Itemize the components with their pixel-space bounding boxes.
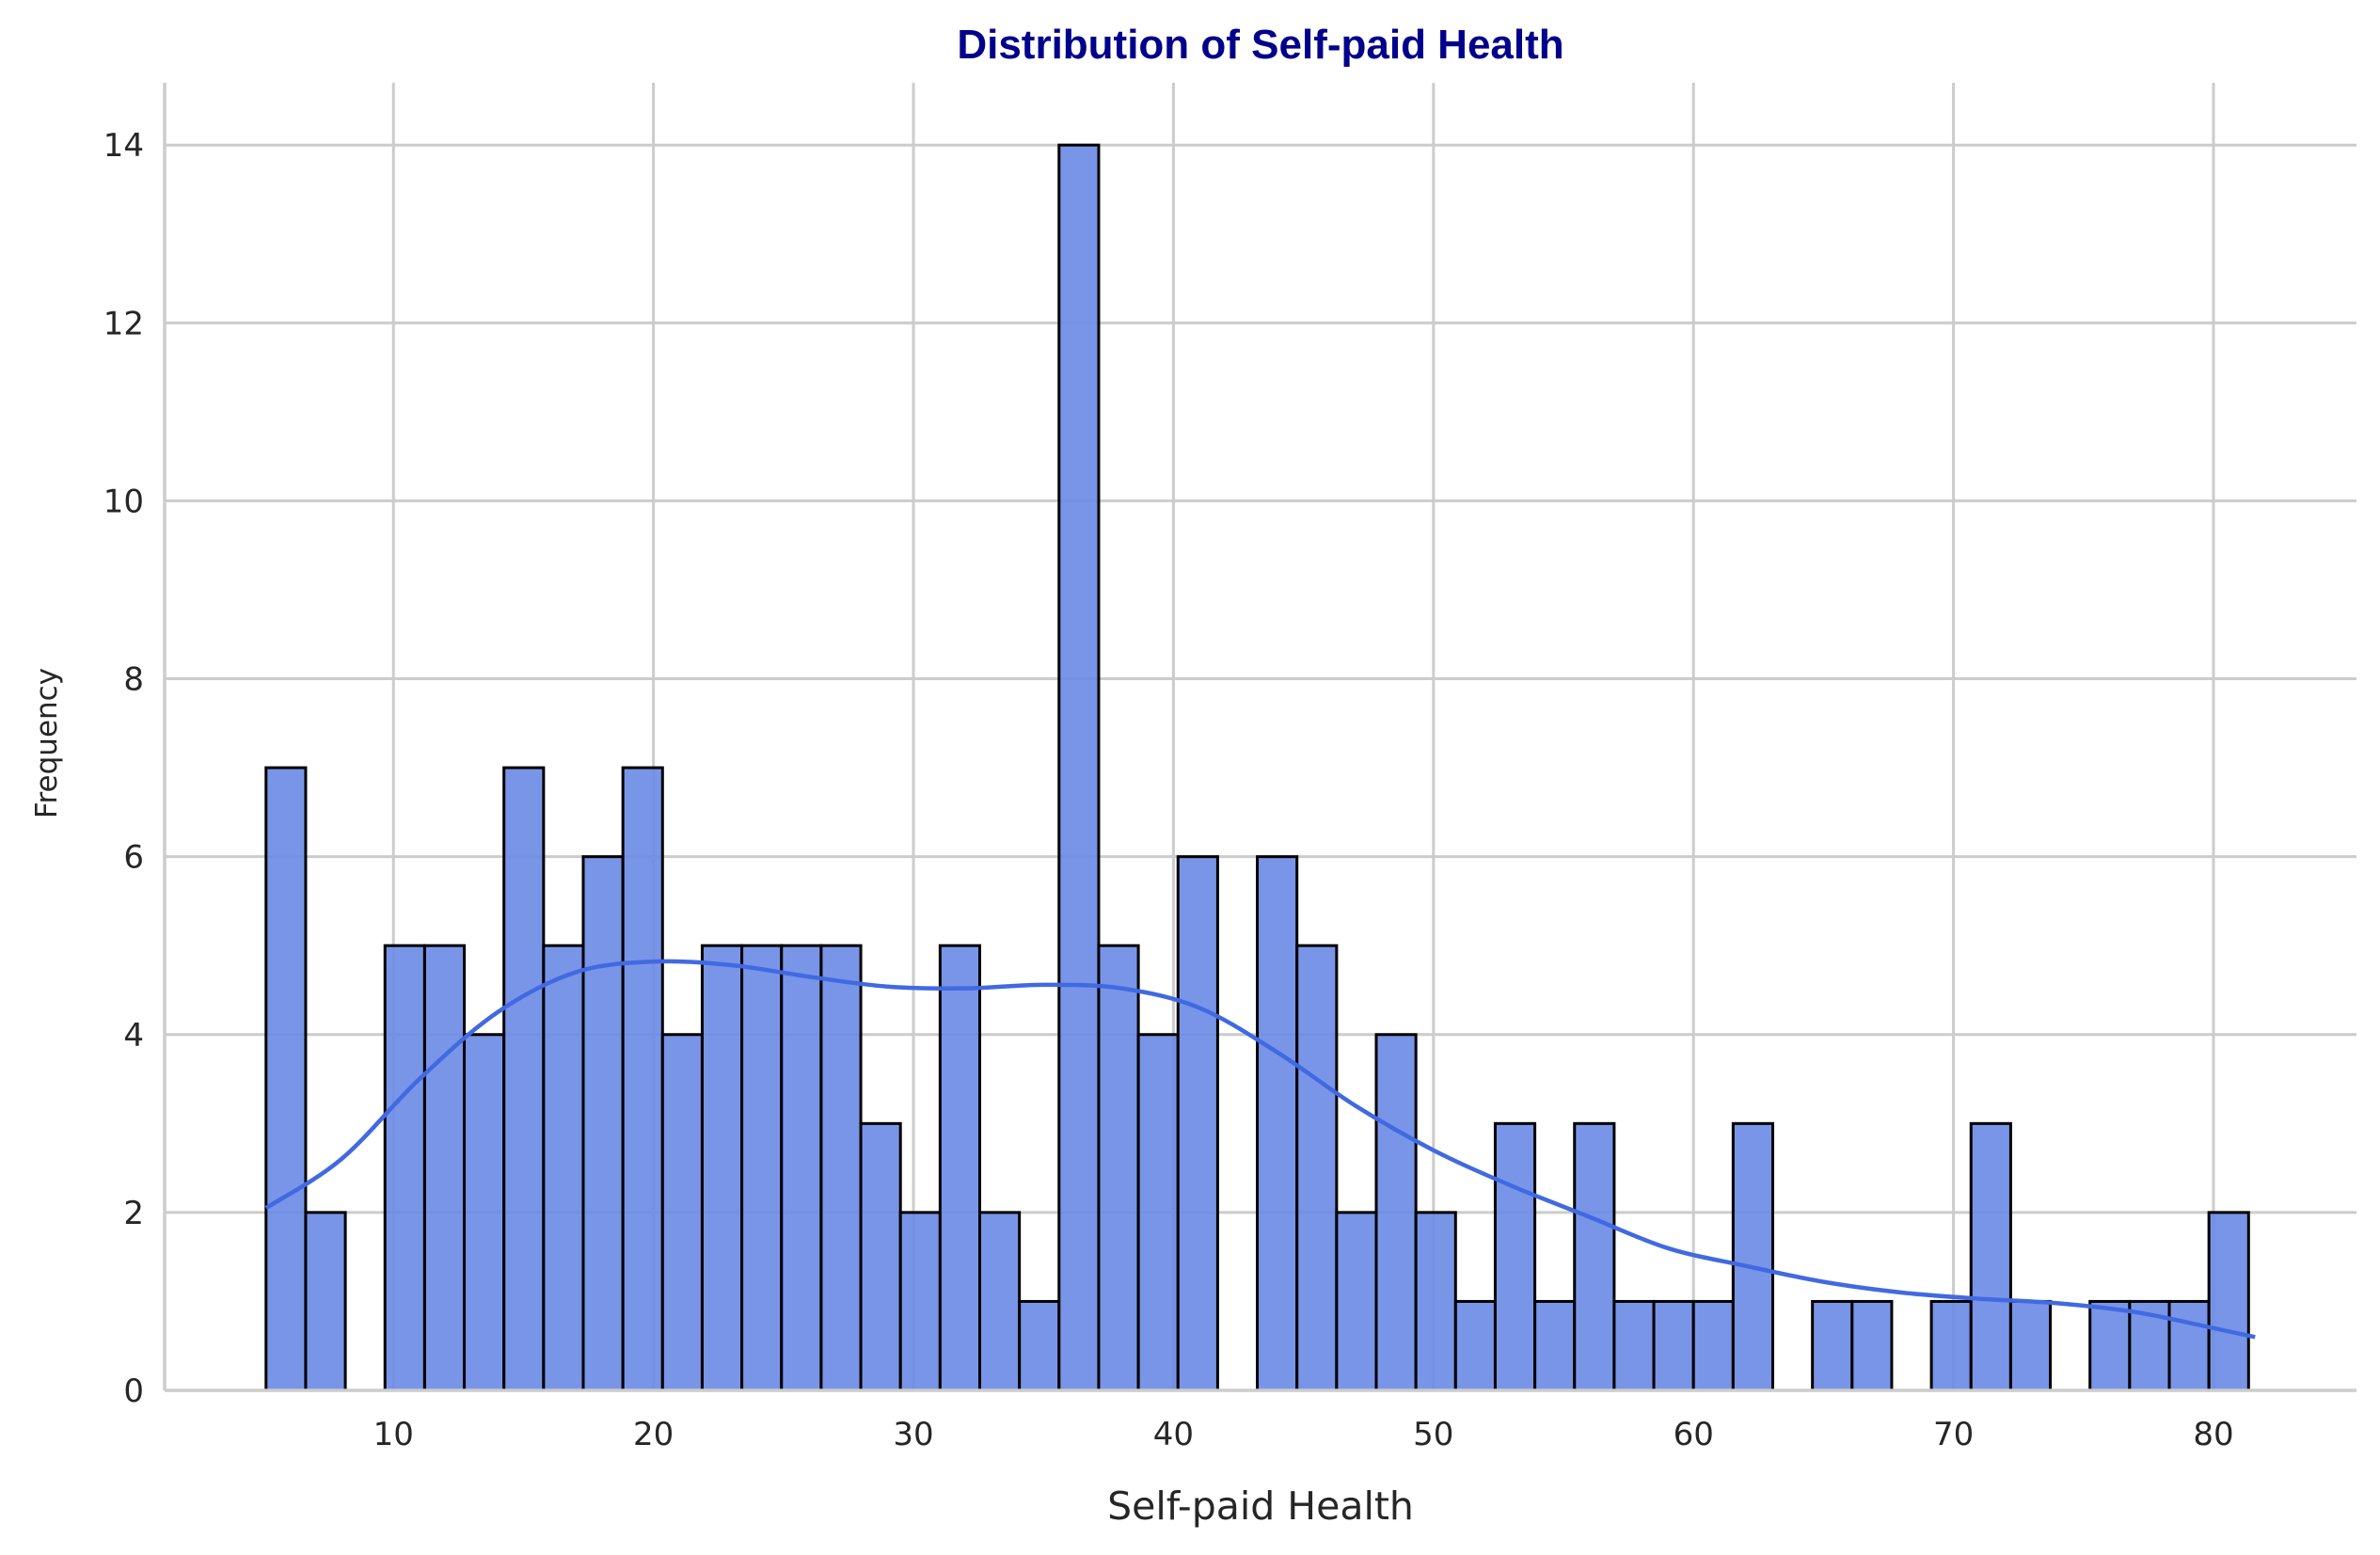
y-tick-label: 4 [123,1017,144,1055]
histogram-bar [1414,1211,1457,1392]
x-tick-label: 60 [1674,1416,1714,1453]
histogram-bar [780,944,823,1392]
histogram-bar [1374,1033,1418,1392]
histogram-bar [938,944,981,1392]
histogram-bar [1295,944,1339,1392]
x-tick-label: 20 [633,1416,674,1453]
histogram-bar [1969,1121,2012,1392]
histogram-bar [1731,1121,1774,1392]
tick-labels: 10 20 30 40 50 60 70 80 0 2 4 6 8 10 12 14 [103,127,2234,1453]
histogram-bar [660,1033,704,1392]
histogram-bar [1057,143,1101,1392]
x-axis-label: Self-paid Health [1107,1484,1414,1529]
histogram-bar [1453,1299,1497,1392]
histogram-bar [264,766,308,1392]
histogram-bar [1097,944,1140,1392]
histogram-bar [463,1033,506,1392]
x-tick-label: 50 [1413,1416,1453,1453]
kde-line [264,959,2256,1340]
histogram-bar [1612,1299,1656,1392]
histogram-bar [1573,1121,1616,1392]
histogram-bar [977,1211,1022,1392]
histogram-bar [2008,1299,2053,1392]
histogram-bar [1018,1299,1061,1392]
histogram-bar [700,944,744,1392]
histogram-bar [581,855,625,1392]
y-axis-label: Frequency [30,668,64,818]
histogram-bar [621,766,664,1392]
histogram-bar [1850,1299,1894,1392]
histogram-bar [1929,1299,1973,1392]
y-tick-label: 2 [123,1195,144,1232]
y-tick-label: 8 [123,661,144,699]
axes [163,83,2356,1392]
histogram-bar [1811,1299,1854,1392]
histogram-bar [1691,1299,1735,1392]
histogram-bar [1493,1121,1537,1392]
histogram-bar [898,1211,942,1392]
x-tick-label: 10 [373,1416,414,1453]
histogram-bar [1533,1299,1577,1392]
histogram-bar [740,944,784,1392]
histogram-bar [1335,1211,1378,1392]
y-tick-label: 12 [103,305,144,342]
y-tick-label: 0 [123,1373,144,1410]
y-tick-label: 14 [103,127,144,165]
histogram-bar [502,766,546,1392]
histogram-bar [304,1211,347,1392]
histogram-bar [1176,855,1219,1392]
density-curve [264,959,2256,1340]
x-tick-label: 30 [893,1416,933,1453]
histogram-bar [542,944,585,1392]
histogram-bar [2207,1211,2250,1392]
histogram-bar [422,944,467,1392]
histogram-bar [2167,1299,2211,1392]
x-tick-label: 80 [2193,1416,2233,1453]
histogram-bar [1652,1299,1695,1392]
chart-title: Distribution of Self-paid Health [957,22,1563,68]
histogram-bar [1136,1033,1180,1392]
histogram-bar [383,944,426,1392]
histogram-bar [1256,855,1299,1392]
histogram-bar [819,944,863,1392]
x-tick-label: 40 [1153,1416,1194,1453]
histogram-bars [264,143,2250,1392]
histogram-bar [859,1121,902,1392]
x-tick-label: 70 [1933,1416,1974,1453]
y-tick-label: 10 [103,483,144,520]
histogram-bar [2088,1299,2132,1392]
y-tick-label: 6 [123,839,144,877]
